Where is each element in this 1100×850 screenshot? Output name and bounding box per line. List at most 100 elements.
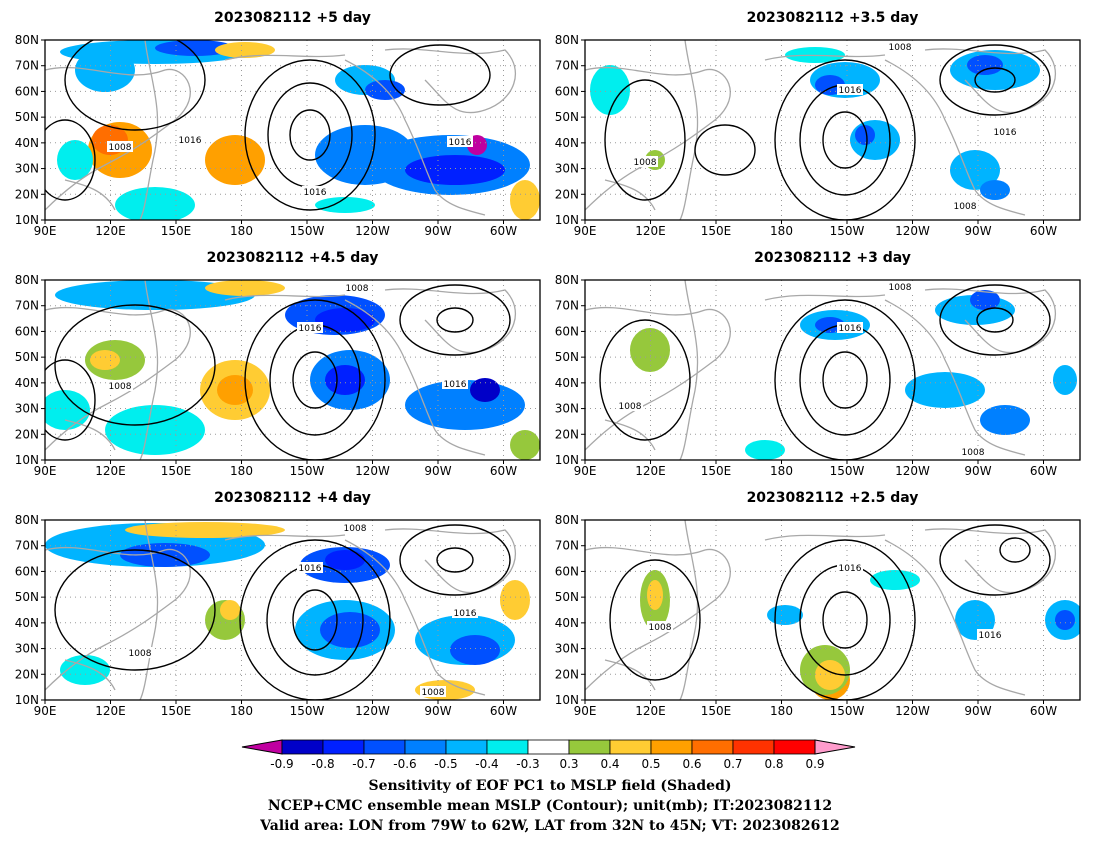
- lon-tick-label: 180: [770, 704, 793, 718]
- lat-tick-label: 40N: [555, 136, 579, 150]
- mslp-contour: [399, 284, 511, 356]
- coastline: [604, 179, 656, 211]
- lon-tick-label: 180: [770, 464, 793, 478]
- sensitivity-shading: [980, 180, 1010, 200]
- lat-tick-label: 60N: [555, 564, 579, 578]
- colorbar-segment: [363, 739, 406, 755]
- contour-label: 1016: [452, 607, 478, 619]
- lat-tick-label: 40N: [15, 136, 39, 150]
- lon-tick-label: 180: [770, 224, 793, 238]
- mslp-contour: [45, 359, 96, 441]
- lat-tick-label: 70N: [555, 59, 579, 73]
- panel-title: 2023082112 +3.5 day: [747, 10, 919, 26]
- coastline: [884, 539, 1026, 696]
- mslp-contour: [609, 559, 701, 681]
- mslp-contour: [694, 124, 756, 176]
- mslp-contour: [389, 44, 491, 106]
- svg-text:1016: 1016: [994, 128, 1017, 138]
- map-panel-4: 1008 1016 1008 1008 2023082112 +3 day 80N 70N 6…: [555, 250, 1081, 478]
- contour-label: 1016: [297, 562, 323, 574]
- lon-tick-label: 150E: [701, 704, 732, 718]
- sensitivity-shading: [365, 80, 405, 100]
- lat-tick-label: 70N: [555, 299, 579, 313]
- lat-tick-label: 50N: [15, 590, 39, 604]
- sensitivity-shading: [510, 430, 540, 460]
- lon-tick-label: 150E: [701, 224, 732, 238]
- sensitivity-shading: [767, 605, 803, 625]
- contour-label: 1008: [960, 446, 986, 458]
- sensitivity-shading: [45, 390, 90, 430]
- lon-tick-label: 60W: [1030, 224, 1057, 238]
- svg-text:1008: 1008: [346, 284, 369, 294]
- lon-tick-label: 60W: [490, 704, 517, 718]
- lat-tick-label: 20N: [555, 667, 579, 681]
- colorbar-label: 0.5: [641, 757, 660, 771]
- svg-text:1016: 1016: [444, 380, 467, 390]
- coastline: [924, 528, 1056, 594]
- sensitivity-shading: [205, 135, 265, 185]
- svg-text:1008: 1008: [422, 688, 445, 698]
- lat-tick-label: 70N: [555, 539, 579, 553]
- coastline: [384, 48, 516, 114]
- contour-label: 1008: [647, 621, 673, 633]
- colorbar-segment: [281, 739, 324, 755]
- svg-text:1008: 1008: [619, 402, 642, 412]
- coastline: [224, 54, 346, 61]
- contour-label: 1016: [992, 126, 1018, 138]
- lat-tick-label: 10N: [15, 453, 39, 467]
- lat-tick-label: 30N: [555, 642, 579, 656]
- lon-tick-label: 90E: [574, 224, 597, 238]
- map-panel-5: 1008 1016 1016 1008 1008 2023082112 +4 day 80N…: [15, 490, 541, 718]
- coastline: [679, 520, 699, 700]
- lat-tick-label: 30N: [15, 162, 39, 176]
- lat-tick-label: 30N: [15, 402, 39, 416]
- lon-tick-label: 120E: [95, 704, 126, 718]
- panel-title: 2023082112 +5 day: [214, 10, 371, 26]
- lon-tick-label: 180: [230, 464, 253, 478]
- svg-text:1008: 1008: [649, 623, 672, 633]
- colorbar-label: -0.9: [270, 757, 293, 771]
- svg-text:1016: 1016: [454, 609, 477, 619]
- mslp-contour: [54, 304, 216, 426]
- coastline: [139, 40, 159, 220]
- sensitivity-shading: [320, 612, 380, 648]
- lat-tick-label: 80N: [555, 513, 579, 527]
- map-panel-2: 1008 1016 1016 1008 1008 2023082112 +3.5 day 8…: [555, 10, 1081, 238]
- sensitivity-shading: [855, 125, 875, 145]
- mslp-contour: [292, 351, 338, 409]
- colorbar-segment: [486, 739, 529, 755]
- lon-tick-label: 120E: [635, 704, 666, 718]
- lon-tick-label: 90E: [34, 224, 57, 238]
- lat-tick-label: 10N: [555, 453, 579, 467]
- sensitivity-shading: [325, 550, 365, 570]
- lat-tick-label: 40N: [15, 616, 39, 630]
- colorbar-segment: [650, 739, 693, 755]
- panel-title: 2023082112 +3 day: [754, 250, 911, 266]
- lat-tick-label: 20N: [15, 187, 39, 201]
- colorbar-high-arrow: [814, 739, 856, 755]
- mslp-contour: [822, 591, 868, 649]
- sensitivity-shading: [75, 48, 135, 92]
- colorbar-label: 0.7: [723, 757, 742, 771]
- lat-tick-label: 70N: [15, 59, 39, 73]
- lon-tick-label: 90E: [34, 704, 57, 718]
- coastline: [585, 546, 731, 691]
- lon-tick-label: 150W: [830, 464, 865, 478]
- contour-label: 1008: [420, 686, 446, 698]
- lon-tick-label: 120W: [355, 704, 390, 718]
- mslp-contour: [774, 539, 916, 700]
- lat-tick-label: 60N: [555, 324, 579, 338]
- contour-label: 1008: [952, 200, 978, 212]
- contour-label: 1016: [837, 562, 863, 574]
- sensitivity-shading: [315, 197, 375, 213]
- sensitivity-shading: [510, 180, 540, 220]
- colorbar-label: 0.6: [682, 757, 701, 771]
- colorbar-label: 0.3: [559, 757, 578, 771]
- lat-tick-label: 50N: [15, 350, 39, 364]
- mslp-contour: [599, 319, 691, 441]
- colorbar-label: 0.8: [764, 757, 783, 771]
- mslp-contour: [822, 111, 868, 169]
- lon-tick-label: 150E: [161, 464, 192, 478]
- lon-tick-label: 60W: [490, 464, 517, 478]
- lon-tick-label: 90E: [34, 464, 57, 478]
